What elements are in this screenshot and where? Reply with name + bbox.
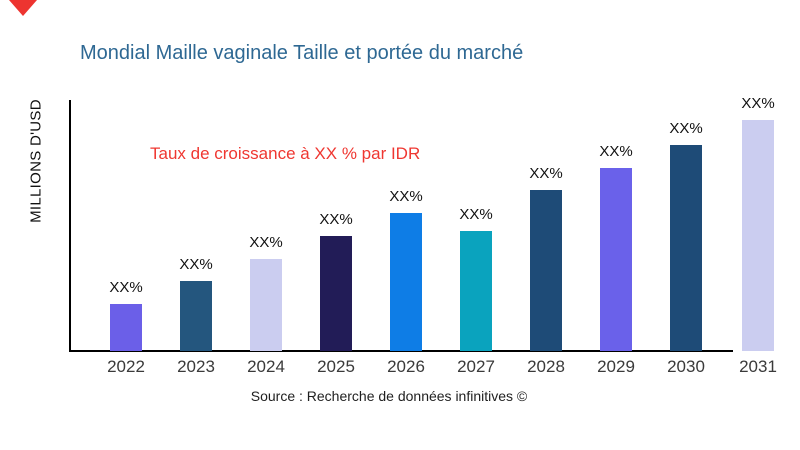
bar-2024 — [250, 259, 282, 351]
bar-value-label-2023: XX% — [179, 256, 213, 273]
bar-value-label-2025: XX% — [319, 211, 353, 228]
bar-2025 — [320, 236, 352, 351]
bar-2031 — [742, 120, 774, 351]
bar-2023 — [180, 281, 212, 351]
x-tick-2022: 2022 — [107, 357, 145, 376]
bar-2027 — [460, 231, 492, 351]
bar-value-label-2022: XX% — [109, 279, 143, 296]
chart-title: Mondial Maille vaginale Taille et portée… — [80, 42, 524, 64]
x-tick-2024: 2024 — [247, 357, 285, 376]
bar-value-label-2024: XX% — [249, 234, 283, 251]
growth-rate-annotation: Taux de croissance à XX % par IDR — [150, 144, 421, 163]
bar-value-label-2028: XX% — [529, 165, 563, 182]
bar-value-label-2029: XX% — [599, 143, 633, 160]
x-axis-line — [69, 350, 733, 352]
bar-value-label-2026: XX% — [389, 188, 423, 205]
x-tick-2029: 2029 — [597, 357, 635, 376]
y-axis-line — [69, 100, 71, 352]
bar-2022 — [110, 304, 142, 351]
x-tick-2026: 2026 — [387, 357, 425, 376]
x-tick-2025: 2025 — [317, 357, 355, 376]
x-tick-2023: 2023 — [177, 357, 215, 376]
corner-ribbon-icon — [9, 0, 37, 16]
bar-value-label-2027: XX% — [459, 206, 493, 223]
source-note: Source : Recherche de données infinitive… — [250, 388, 528, 404]
y-axis-label: MILLIONS D'USD — [27, 99, 45, 223]
bar-2029 — [600, 168, 632, 351]
bar-value-label-2030: XX% — [669, 120, 703, 137]
bar-2030 — [670, 145, 702, 351]
x-tick-2027: 2027 — [457, 357, 495, 376]
bar-2028 — [530, 190, 562, 351]
bar-value-label-2031: XX% — [741, 95, 775, 112]
bar-2026 — [390, 213, 422, 351]
x-tick-2031: 2031 — [739, 357, 777, 376]
x-tick-2030: 2030 — [667, 357, 705, 376]
x-tick-2028: 2028 — [527, 357, 565, 376]
